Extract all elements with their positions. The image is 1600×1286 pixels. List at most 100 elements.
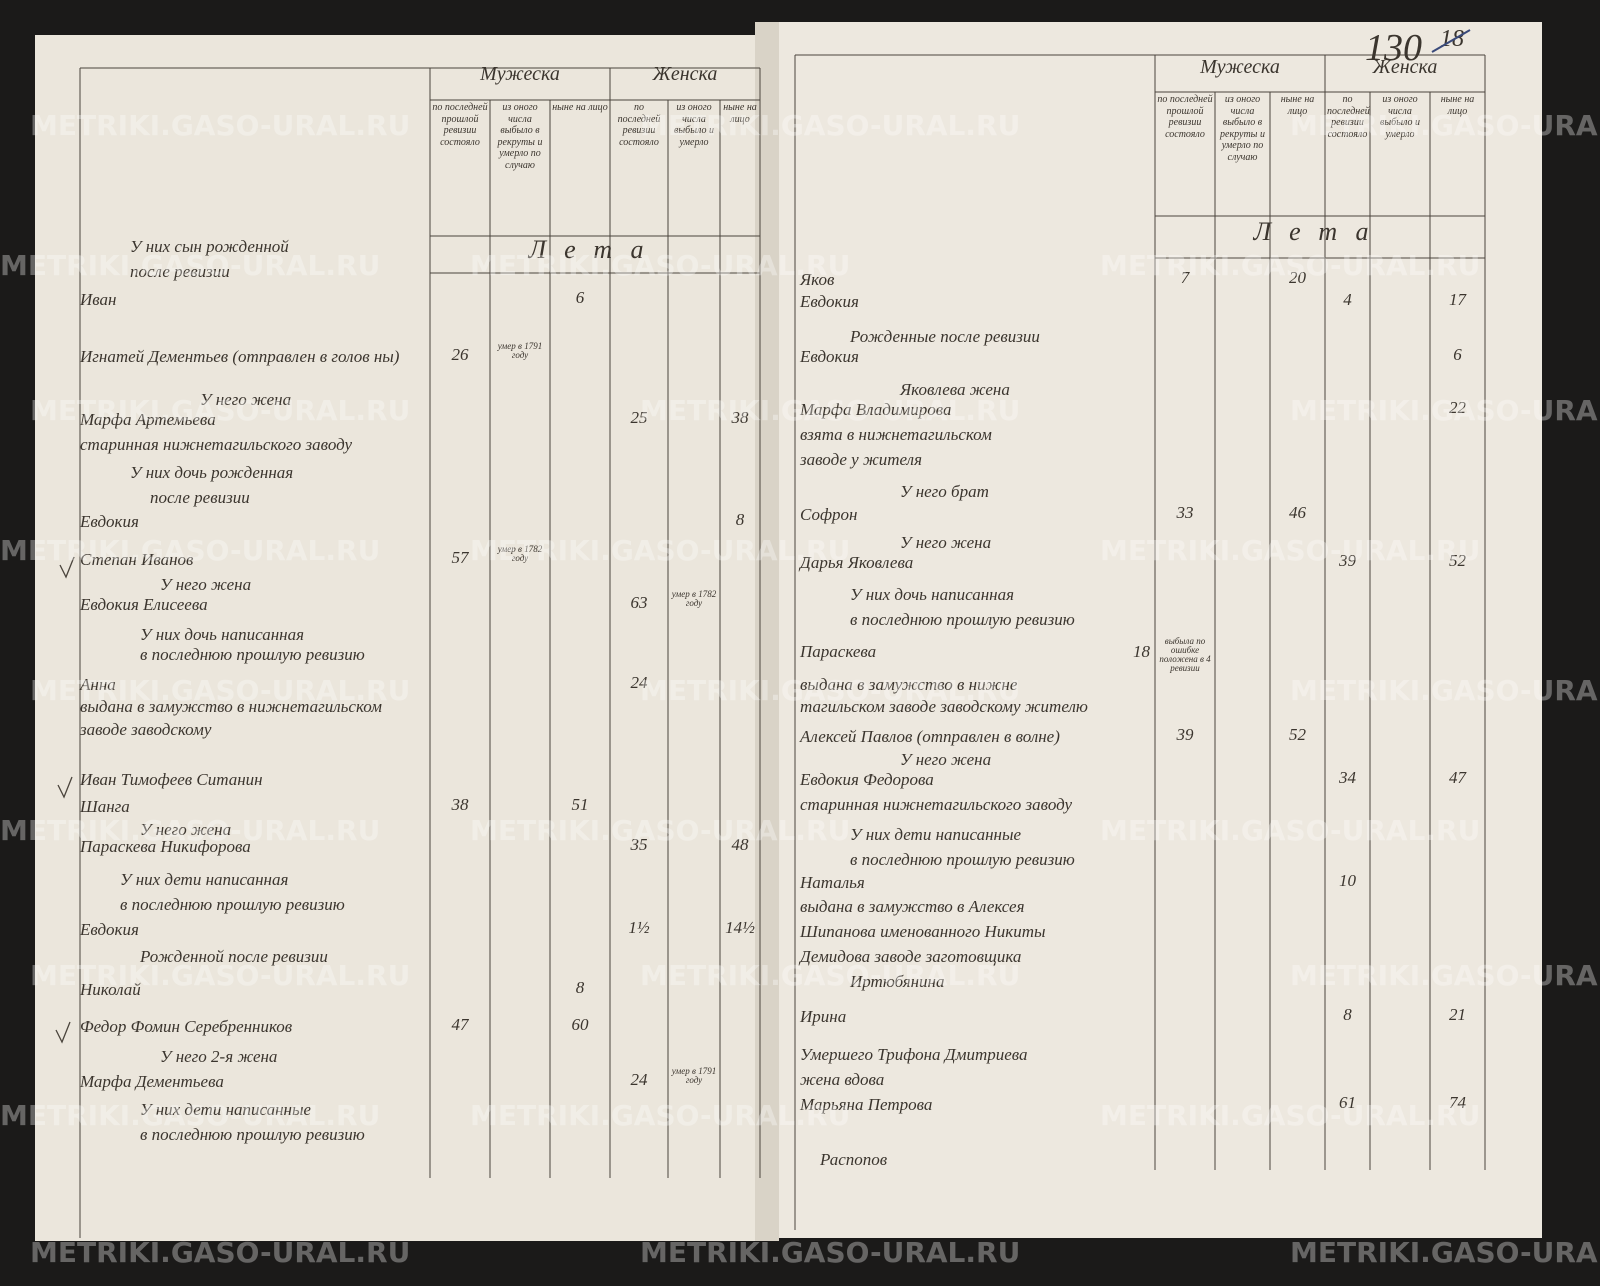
cell-value-box: 74 [1449,1094,1466,1111]
row-text: Марфа Владимирова [799,400,951,419]
cell-value: 20 [1289,269,1306,287]
row-text: Распопов [819,1150,888,1169]
column-header: из оного числа выбыло и умерло [1380,94,1420,140]
column-header: из оного числа выбыло в рекруты и умерло… [1220,94,1265,163]
cell-value-box: 34 [1339,769,1356,786]
column-header: из оного числа выбыло в рекруты и умерло… [497,102,543,171]
column-header: по последней прошлой ревизии состояло [432,102,488,148]
row-text: Демидова заводе заготовщика [798,947,1021,966]
cell-value-box: 61 [1339,1094,1356,1112]
cell-value: 7 [1180,269,1190,287]
column-header-box: из оного числа выбыло и умерло [1380,94,1420,140]
cell-value: умер в 1782 году [497,545,543,563]
row-text: в последнюю прошлую ревизию [850,610,1075,629]
column-header-box: по последней прошлой ревизии состояло [432,102,488,148]
watermark: METRIKI.GASO-URAL.RU [640,959,1020,992]
cell-value-box: умер в 1782 году [672,590,716,608]
watermark: METRIKI.GASO-URAL.RU [470,814,850,847]
check-marks [55,556,75,1044]
row-text: Евдокия [79,920,139,939]
row-text: У него 2-я жена [160,1047,277,1066]
column-header-box: по последней ревизии состояло [617,102,661,148]
cell-value-box: 47 [452,1016,469,1033]
row-text: Марьяна Петрова [799,1095,932,1114]
cell-value: выбыла по ошибке положена в 4 ревизии [1159,637,1211,673]
age-note: 18 [1133,642,1151,661]
row-text: после ревизии [130,262,230,281]
row-text: Алексей Павлов (отправлен в волне) [799,727,1060,746]
row-text: Иван [79,290,116,309]
row-text: У него жена [200,390,291,409]
cell-value-box: умер в 1782 году [497,545,543,563]
watermark: METRIKI.GASO-URAL.RU [1290,959,1600,992]
header-female: Женска [1372,56,1438,78]
cell-value-box: 8 [1343,1006,1352,1023]
column-header-box: ныне на лицо [1440,94,1475,117]
watermark: METRIKI.GASO-URAL.RU [640,394,1020,427]
watermark: METRIKI.GASO-URAL.RU [30,959,410,992]
watermark: METRIKI.GASO-URAL.RU [470,249,850,282]
row-text: выдана в замужство в нижнетагильском [80,697,382,716]
watermark: METRIKI.GASO-URAL.RU [0,1099,380,1132]
column-header: по последней ревизии состояло [617,102,661,148]
watermark: METRIKI.GASO-URAL.RU [1100,249,1480,282]
row-text: заводе у жителя [799,450,922,469]
cell-value-box: 38 [452,796,469,813]
watermark: METRIKI.GASO-URAL.RU [0,249,380,282]
cell-value: 24 [630,1071,648,1089]
row-text: после ревизии [150,488,250,507]
row-text: Николай [79,980,141,999]
watermark: METRIKI.GASO-URAL.RU [1290,674,1600,707]
cell-value-box: 22 [1449,399,1466,416]
watermark: METRIKI.GASO-URAL.RU [470,1099,850,1132]
cell-value-box: выбыла по ошибке положена в 4 ревизии [1159,637,1211,673]
row-text: выдана в замужство в Алексея [800,897,1025,916]
row-text: Евдокия Елисеева [79,595,208,614]
cell-value: 6 [575,289,585,307]
watermark: METRIKI.GASO-URAL.RU [30,109,410,142]
row-text: У него брат [900,482,989,501]
row-text: в последнюю прошлую ревизию [120,895,345,914]
column-header-box: ныне на лицо [552,102,608,113]
cell-value: 39 [1339,552,1356,570]
column-header: ныне на лицо [552,102,608,113]
watermark: METRIKI.GASO-URAL.RU [1290,109,1600,142]
row-text: Евдокия [79,512,139,531]
cell-value-box: 51 [572,796,589,813]
cell-value-box: 25 [631,409,648,426]
watermark: METRIKI.GASO-URAL.RU [470,534,850,567]
cell-value-box: 60 [571,1016,589,1034]
row-text: Шанга [79,797,130,816]
row-text: У них дети написанные [140,1100,311,1119]
cell-value: 24 [630,674,648,692]
cell-value: 61 [1339,1094,1356,1112]
watermark: METRIKI.GASO-URAL.RU [0,534,380,567]
row-text: Дарья Яковлева [798,553,913,572]
column-header: ныне на лицо [1280,94,1315,117]
cell-value-box: 1½ [628,919,649,936]
watermark: METRIKI.GASO-URAL.RU [1100,534,1480,567]
cell-value: 47 [1449,769,1466,787]
row-text: У него жена [140,820,231,839]
row-text: выдана в замужство в нижне [800,675,1018,694]
cell-value: 48 [731,836,749,854]
cell-value-box: умер в 1791 году [498,342,542,360]
row-text: Умершего Трифона Дмитриева [800,1045,1028,1064]
cell-value: 52 [1289,726,1306,744]
watermark: METRIKI.GASO-URAL.RU [0,814,380,847]
cell-value-box: 24 [630,1071,648,1089]
cell-value: 21 [1449,1006,1466,1024]
column-header-box: по последней ревизии состояло [1327,94,1370,140]
cell-value: 8 [575,979,585,997]
row-text: старинная нижнетагильского заводу [800,795,1072,814]
cell-value: 63 [630,594,648,612]
cell-value-box: 8 [575,979,585,997]
row-text: У него жена [900,533,991,552]
cell-value: умер в 1791 году [671,1067,717,1085]
cell-value: 60 [571,1016,589,1034]
cell-value-box: 6 [575,289,585,307]
column-header: ныне на лицо [1440,94,1475,117]
cell-value-box: 20 [1289,269,1306,287]
column-header: ныне на лицо [723,102,757,125]
